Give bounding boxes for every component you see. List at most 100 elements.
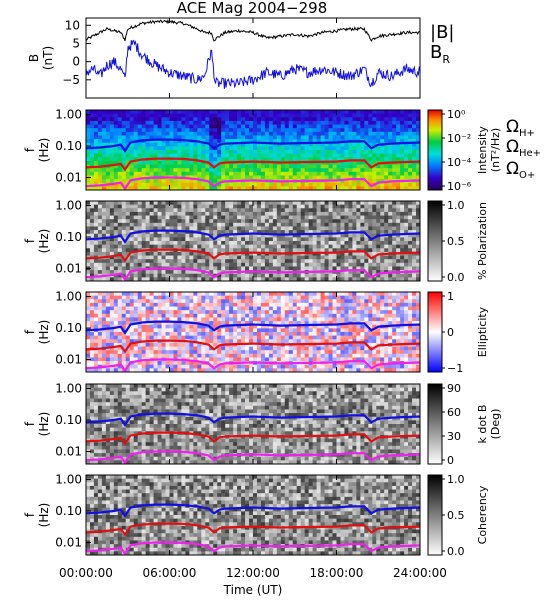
heatmap-cell <box>344 164 349 169</box>
heatmap-cell <box>352 222 357 227</box>
heatmap-cell <box>121 219 127 224</box>
heatmap-cell <box>280 324 286 329</box>
heatmap-cell <box>388 157 393 162</box>
heatmap-cell <box>245 208 250 213</box>
heatmap-cell <box>105 179 111 184</box>
heatmap-cell <box>280 142 286 147</box>
heatmap-cell <box>161 128 166 133</box>
heatmap-cell <box>221 211 226 216</box>
heatmap-cell <box>109 201 115 206</box>
heatmap-cell <box>149 353 154 358</box>
heatmap-cell <box>145 110 151 115</box>
heatmap-cell <box>169 219 174 224</box>
heatmap-cell <box>364 277 369 282</box>
heatmap-cell <box>229 186 234 191</box>
heatmap-cell <box>404 255 409 260</box>
heatmap-cell <box>205 273 210 278</box>
heatmap-cell <box>145 222 151 227</box>
heatmap-cell <box>253 295 258 300</box>
heatmap-cell <box>101 335 107 340</box>
heatmap-cell <box>316 110 321 115</box>
heatmap-cell <box>101 368 107 373</box>
heatmap-cell <box>324 182 329 187</box>
heatmap-cell <box>268 110 274 115</box>
heatmap-cell <box>328 248 333 253</box>
heatmap-cell <box>225 328 230 333</box>
heatmap-cell <box>272 277 278 282</box>
heatmap-cell <box>256 219 262 224</box>
heatmap-cell <box>237 175 242 180</box>
heatmap-cell <box>177 332 182 337</box>
heatmap-cell <box>388 222 393 227</box>
heatmap-cell <box>125 135 131 140</box>
heatmap-cell <box>149 310 154 315</box>
heatmap-cell <box>348 215 353 220</box>
heatmap-cell <box>213 124 218 129</box>
heatmap-cell <box>209 313 214 318</box>
heatmap-cell <box>157 150 162 155</box>
heatmap-cell <box>296 230 302 235</box>
heatmap-cell <box>161 219 166 224</box>
heatmap-cell <box>173 171 178 176</box>
heatmap-cell <box>264 321 270 326</box>
heatmap-cell <box>304 277 310 282</box>
heatmap-cell <box>276 164 282 169</box>
heatmap-cell <box>404 171 409 176</box>
heatmap-cell <box>408 273 413 278</box>
heatmap-cell <box>189 135 194 140</box>
heatmap-cell <box>412 226 417 231</box>
heatmap-cell <box>264 357 270 362</box>
series-line-b-radial <box>85 39 421 89</box>
heatmap-cell <box>360 110 365 115</box>
heatmap-cell <box>280 157 286 162</box>
heatmap-cell <box>368 120 373 125</box>
heatmap-cell <box>201 295 206 300</box>
heatmap-cell <box>113 244 119 249</box>
heatmap-cell <box>213 270 218 275</box>
heatmap-cell <box>133 201 139 206</box>
heatmap-cell <box>225 230 230 235</box>
heatmap-cell <box>332 131 337 136</box>
heatmap-cell <box>181 361 186 366</box>
heatmap-cell <box>137 142 143 147</box>
heatmap-cell <box>197 117 202 122</box>
heatmap-cell <box>241 368 246 373</box>
heatmap-cell <box>404 150 409 155</box>
heatmap-cell <box>249 306 254 311</box>
heatmap-cell <box>308 233 314 238</box>
heatmap-cell <box>225 332 230 337</box>
heatmap-cell <box>173 110 178 115</box>
heatmap-cell <box>344 237 349 242</box>
heatmap-cell <box>221 266 226 271</box>
heatmap-cell <box>292 186 298 191</box>
heatmap-cell <box>229 131 234 136</box>
heatmap-cell <box>292 222 298 227</box>
heatmap-cell <box>272 168 278 173</box>
heatmap-cell <box>189 295 194 300</box>
heatmap-cell <box>304 215 310 220</box>
heatmap-cell <box>292 211 298 216</box>
heatmap-cell <box>272 299 278 304</box>
heatmap-cell <box>165 211 170 216</box>
heatmap-cell <box>173 273 178 278</box>
heatmap-cell <box>245 328 250 333</box>
heatmap-cell <box>300 120 306 125</box>
heatmap-cell <box>284 346 290 351</box>
heatmap-cell <box>101 208 107 213</box>
heatmap-cell <box>245 230 250 235</box>
heatmap-cell <box>272 157 278 162</box>
heatmap-cell <box>177 146 182 151</box>
heatmap-cell <box>133 361 139 366</box>
heatmap-cell <box>253 142 258 147</box>
heatmap-cell <box>177 342 182 347</box>
heatmap-cell <box>109 179 115 184</box>
heatmap-cell <box>392 241 397 246</box>
heatmap-cell <box>173 292 178 297</box>
heatmap-cell <box>225 211 230 216</box>
heatmap-cell <box>221 139 226 144</box>
heatmap-cell <box>245 248 250 253</box>
heatmap-cell <box>344 124 349 129</box>
heatmap-cell <box>113 364 119 369</box>
heatmap-cell <box>93 171 99 176</box>
